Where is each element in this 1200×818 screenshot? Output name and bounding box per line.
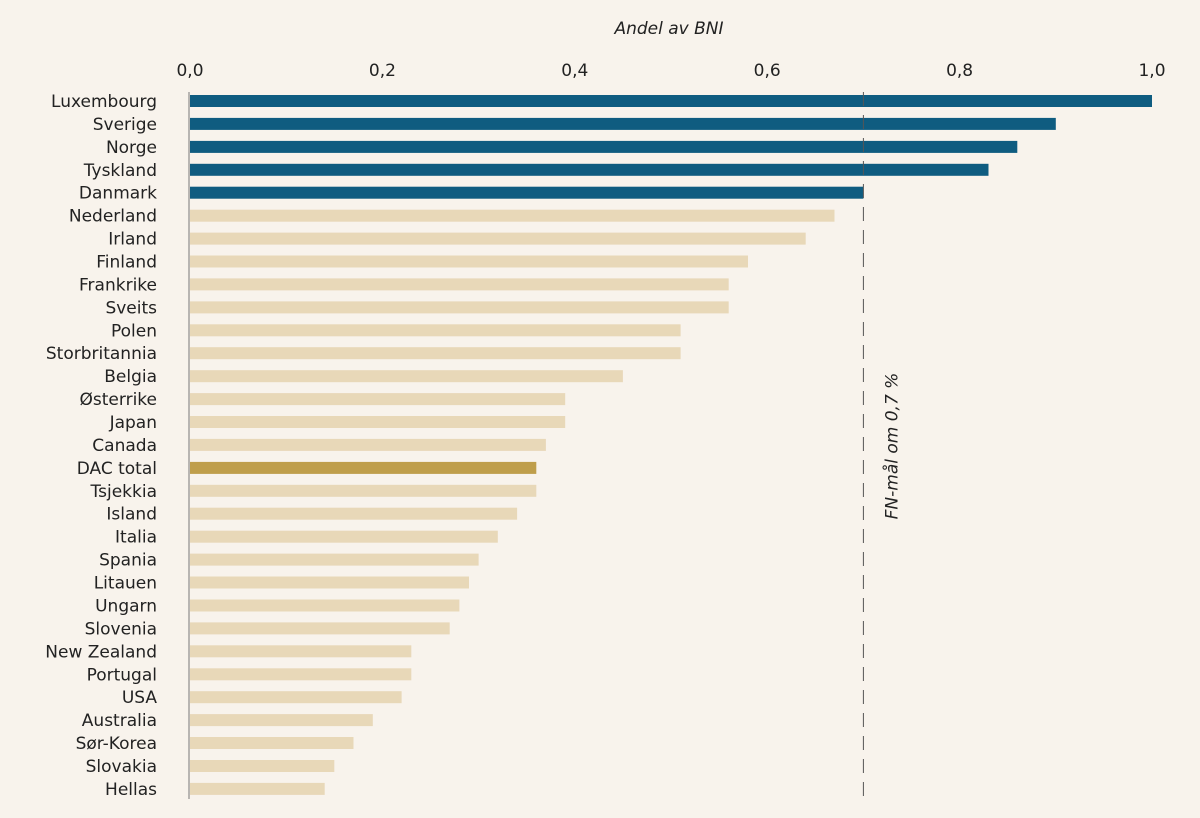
category-label: Danmark (79, 184, 157, 204)
bar (190, 163, 989, 176)
bar (190, 553, 479, 566)
category-label: Italia (115, 528, 157, 548)
bar (190, 576, 469, 589)
x-tick-label: 1,0 (1138, 61, 1165, 81)
bar (190, 599, 460, 612)
bar (190, 691, 402, 704)
x-tick-label: 0,0 (176, 61, 203, 81)
x-axis-ticks: 0,0 0,2 0,4 0,6 0,8 1,0 (176, 61, 1165, 81)
bar (190, 347, 681, 360)
category-label: Belgia (104, 367, 157, 387)
x-tick-label: 0,4 (561, 61, 588, 81)
category-label: Slovenia (85, 619, 157, 639)
x-tick-label: 0,8 (946, 61, 973, 81)
bar (190, 438, 546, 451)
category-label: Spania (99, 551, 157, 571)
category-label: Litauen (94, 574, 157, 594)
category-label: Luxembourg (51, 92, 157, 112)
bar (190, 530, 498, 543)
category-label: Sveits (105, 298, 157, 318)
category-label: Ungarn (95, 597, 157, 617)
bar (190, 117, 1056, 130)
category-label: Irland (108, 230, 157, 250)
category-label: Sør-Korea (76, 734, 157, 754)
category-labels: Luxembourg Sverige Norge Tyskland Danmark Ned… (45, 92, 157, 800)
bar (190, 209, 835, 222)
category-label: Australia (82, 711, 157, 731)
category-label: Slovakia (86, 757, 157, 777)
bar (190, 186, 864, 199)
bar (190, 714, 373, 727)
bar (190, 737, 354, 749)
x-axis-title: Andel av BNI (613, 19, 723, 39)
bar (190, 324, 681, 337)
category-label: Østerrike (80, 390, 157, 410)
bar (190, 668, 412, 681)
bar (190, 416, 566, 428)
category-label: Tsjekkia (90, 482, 157, 502)
bar (190, 507, 518, 520)
category-label: Island (106, 505, 157, 525)
x-tick-label: 0,6 (754, 61, 781, 81)
bar (190, 232, 806, 245)
category-label: Nederland (69, 207, 157, 227)
bar (190, 484, 537, 497)
bar (190, 393, 566, 406)
bar (190, 645, 412, 658)
bars (190, 95, 1152, 795)
bar (190, 622, 450, 635)
category-label: Canada (92, 436, 157, 456)
category-label: Tyskland (83, 161, 157, 181)
category-label: Storbritannia (46, 344, 157, 364)
category-label: Norge (106, 138, 157, 158)
category-label: Hellas (105, 780, 157, 800)
x-tick-label: 0,2 (369, 61, 396, 81)
category-label: Finland (96, 253, 157, 273)
bar (190, 461, 537, 474)
category-label: USA (122, 688, 158, 708)
category-label: Japan (109, 413, 157, 433)
bar (190, 782, 325, 795)
bar (190, 760, 335, 772)
bar (190, 278, 729, 291)
category-label: New Zealand (45, 642, 157, 662)
bar (190, 255, 748, 268)
target-line-label: FN-mål om 0,7 % (881, 373, 902, 520)
bar (190, 140, 1018, 153)
category-label: Polen (111, 321, 157, 341)
bar (190, 370, 623, 383)
category-label: Frankrike (79, 275, 157, 295)
category-label: DAC total (77, 459, 157, 479)
bar (190, 95, 1152, 107)
category-label: Sverige (93, 115, 157, 135)
bar (190, 301, 729, 314)
category-label: Portugal (87, 665, 157, 685)
